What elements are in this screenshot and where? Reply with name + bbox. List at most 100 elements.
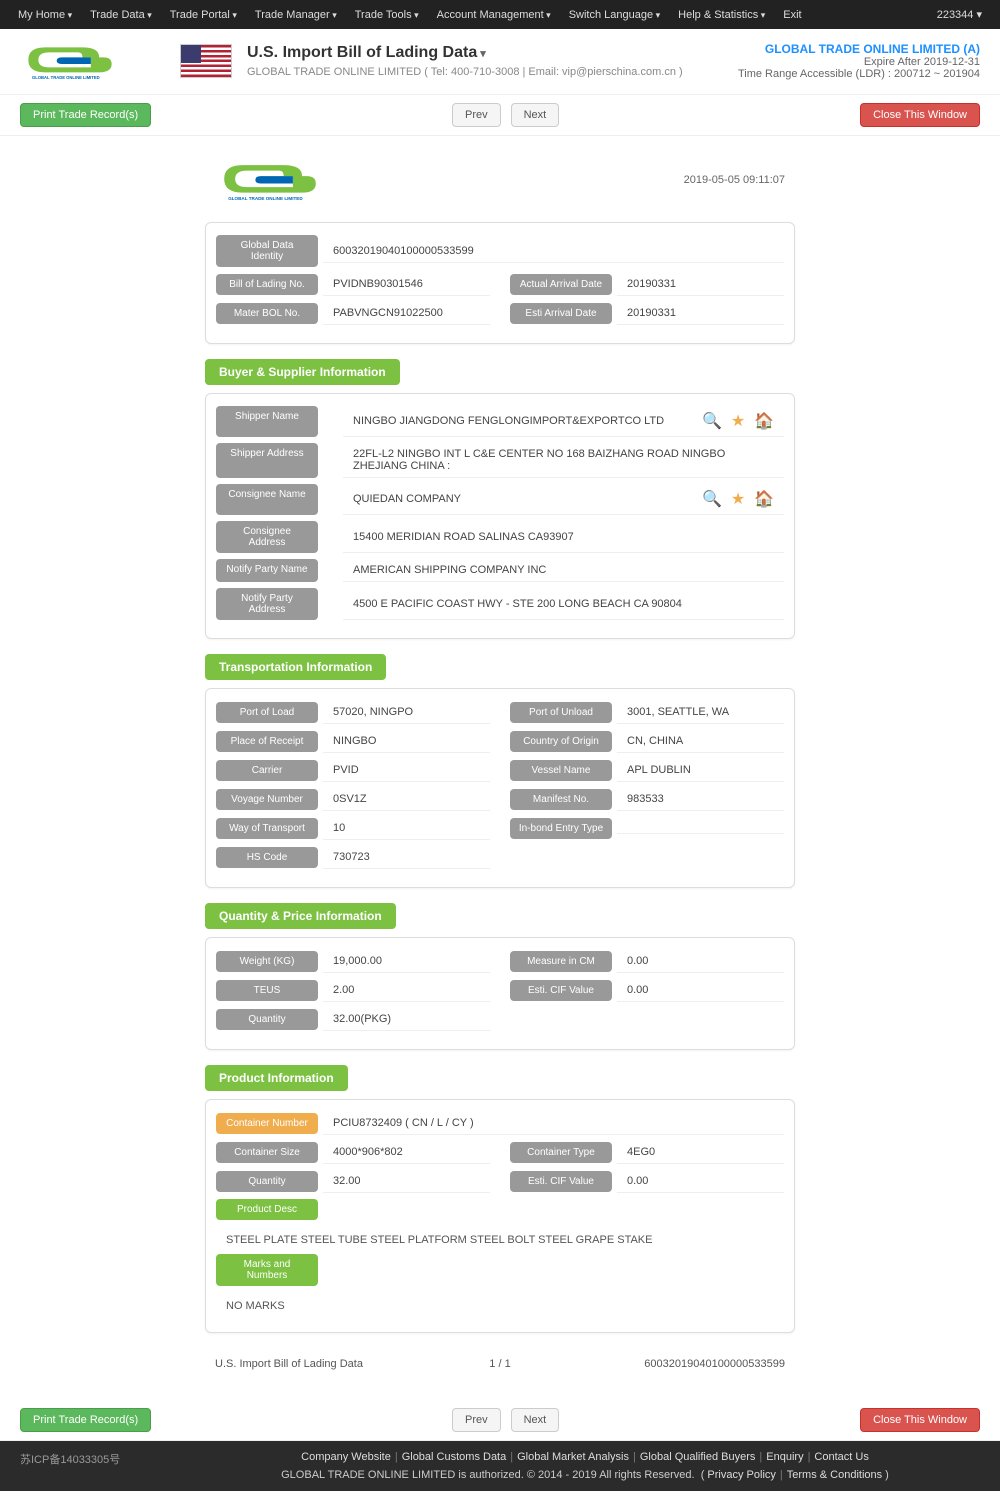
topnav-item-switch-language[interactable]: Switch Language [561, 5, 668, 25]
measure-label: Measure in CM [510, 951, 612, 972]
consignee-addr-value: 15400 MERIDIAN ROAD SALINAS CA93907 [343, 521, 784, 553]
hs-value: 730723 [323, 846, 490, 869]
product-section-title: Product Information [205, 1065, 348, 1091]
carrier-value: PVID [323, 759, 490, 782]
product-cif-value: 0.00 [617, 1170, 784, 1193]
identity-panel: Global Data Identity60032019040100000533… [205, 222, 795, 344]
aad-label: Actual Arrival Date [510, 274, 612, 295]
svg-text:GLOBAL TRADE ONLINE LIMITED: GLOBAL TRADE ONLINE LIMITED [32, 75, 100, 80]
topnav-item-my-home[interactable]: My Home [10, 5, 80, 25]
container-size-value: 4000*906*802 [323, 1141, 490, 1164]
shipper-addr-value: 22FL-L2 NINGBO INT L C&E CENTER NO 168 B… [343, 443, 784, 478]
shipper-name-value: NINGBO JIANGDONG FENGLONGIMPORT&EXPORTCO… [353, 415, 702, 427]
coo-value: CN, CHINA [617, 730, 784, 753]
notify-addr-label: Notify Party Address [216, 588, 318, 620]
search-icon[interactable]: 🔍 [702, 411, 722, 431]
record-logo: GLOBAL TRADE ONLINE LIMITED [215, 156, 325, 205]
consignee-name-label: Consignee Name [216, 484, 318, 515]
footer-link[interactable]: Company Website [301, 1451, 391, 1463]
product-qty-label: Quantity [216, 1171, 318, 1192]
qty-label: Quantity [216, 1009, 318, 1030]
vessel-value: APL DUBLIN [617, 759, 784, 782]
prev-button-bottom[interactable]: Prev [452, 1408, 501, 1432]
prev-button[interactable]: Prev [452, 103, 501, 127]
container-type-label: Container Type [510, 1142, 612, 1163]
por-value: NINGBO [323, 730, 490, 753]
gdi-value: 60032019040100000533599 [323, 240, 784, 263]
page-header: GLOBAL TRADE ONLINE LIMITED U.S. Import … [0, 29, 1000, 95]
next-button-bottom[interactable]: Next [511, 1408, 560, 1432]
account-info: GLOBAL TRADE ONLINE LIMITED (A) Expire A… [738, 42, 980, 80]
home-icon[interactable]: 🏠 [754, 411, 774, 431]
manifest-value: 983533 [617, 788, 784, 811]
privacy-link[interactable]: Privacy Policy [707, 1469, 775, 1481]
top-nav: My HomeTrade DataTrade PortalTrade Manag… [0, 0, 1000, 29]
marks-value: NO MARKS [216, 1292, 784, 1320]
container-type-value: 4EG0 [617, 1141, 784, 1164]
product-cif-label: Esti. CIF Value [510, 1171, 612, 1192]
manifest-label: Manifest No. [510, 789, 612, 810]
record-content: GLOBAL TRADE ONLINE LIMITED 2019-05-05 0… [200, 136, 800, 1401]
container-number-value: PCIU8732409 ( CN / L / CY ) [323, 1112, 784, 1135]
footer-link[interactable]: Global Customs Data [402, 1451, 507, 1463]
topnav-item-trade-manager[interactable]: Trade Manager [247, 5, 345, 25]
container-number-label: Container Number [216, 1113, 318, 1134]
ead-value: 20190331 [617, 302, 784, 325]
teus-value: 2.00 [323, 979, 490, 1002]
wot-label: Way of Transport [216, 818, 318, 839]
topnav-item-trade-data[interactable]: Trade Data [82, 5, 160, 25]
transport-panel: Port of Load57020, NINGPOPort of Unload3… [205, 688, 795, 888]
buyer-panel: Shipper Name NINGBO JIANGDONG FENGLONGIM… [205, 393, 795, 639]
footer-link[interactable]: Global Qualified Buyers [640, 1451, 756, 1463]
footer-link[interactable]: Global Market Analysis [517, 1451, 629, 1463]
topnav-userid[interactable]: 223344 ▾ [929, 4, 990, 25]
toolbar-top: Print Trade Record(s) Prev Next Close Th… [0, 95, 1000, 136]
pou-label: Port of Unload [510, 702, 612, 723]
close-button-bottom[interactable]: Close This Window [860, 1408, 980, 1432]
pou-value: 3001, SEATTLE, WA [617, 701, 784, 724]
footer-link[interactable]: Contact Us [814, 1451, 868, 1463]
carrier-label: Carrier [216, 760, 318, 781]
container-size-label: Container Size [216, 1142, 318, 1163]
svg-text:GLOBAL TRADE ONLINE LIMITED: GLOBAL TRADE ONLINE LIMITED [228, 196, 303, 201]
search-icon[interactable]: 🔍 [702, 489, 722, 509]
footer-links: Company Website|Global Customs Data|Glob… [190, 1451, 980, 1463]
topnav-item-exit[interactable]: Exit [775, 5, 809, 25]
close-button[interactable]: Close This Window [860, 103, 980, 127]
print-button-bottom[interactable]: Print Trade Record(s) [20, 1408, 151, 1432]
expire-date: Expire After 2019-12-31 [738, 56, 980, 68]
star-icon[interactable]: ★ [728, 489, 748, 509]
voyage-value: 0SV1Z [323, 788, 490, 811]
cif-value: 0.00 [617, 979, 784, 1002]
timestamp: 2019-05-05 09:11:07 [684, 174, 785, 186]
topnav-item-help-statistics[interactable]: Help & Statistics [670, 5, 773, 25]
teus-label: TEUS [216, 980, 318, 1001]
shipper-addr-label: Shipper Address [216, 443, 318, 478]
flag-icon [180, 44, 232, 78]
topnav-item-account-management[interactable]: Account Management [429, 5, 559, 25]
company-name: GLOBAL TRADE ONLINE LIMITED (A) [738, 42, 980, 56]
topnav-item-trade-tools[interactable]: Trade Tools [347, 5, 427, 25]
record-footer-page: 1 / 1 [405, 1358, 595, 1370]
cif-label: Esti. CIF Value [510, 980, 612, 1001]
next-button[interactable]: Next [511, 103, 560, 127]
topnav-menu: My HomeTrade DataTrade PortalTrade Manag… [10, 5, 929, 25]
por-label: Place of Receipt [216, 731, 318, 752]
star-icon[interactable]: ★ [728, 411, 748, 431]
coo-label: Country of Origin [510, 731, 612, 752]
quantity-section-title: Quantity & Price Information [205, 903, 396, 929]
product-panel: Container NumberPCIU8732409 ( CN / L / C… [205, 1099, 795, 1333]
print-button[interactable]: Print Trade Record(s) [20, 103, 151, 127]
topnav-item-trade-portal[interactable]: Trade Portal [162, 5, 245, 25]
terms-link[interactable]: Terms & Conditions [787, 1469, 882, 1481]
measure-value: 0.00 [617, 950, 784, 973]
ead-label: Esti Arrival Date [510, 303, 612, 324]
transport-section-title: Transportation Information [205, 654, 386, 680]
product-desc-value: STEEL PLATE STEEL TUBE STEEL PLATFORM ST… [216, 1226, 784, 1254]
consignee-name-value: QUIEDAN COMPANY [353, 493, 702, 505]
footer-link[interactable]: Enquiry [766, 1451, 803, 1463]
pol-value: 57020, NINGPO [323, 701, 490, 724]
page-title[interactable]: U.S. Import Bill of Lading Data [247, 44, 683, 62]
home-icon[interactable]: 🏠 [754, 489, 774, 509]
quantity-panel: Weight (KG)19,000.00Measure in CM0.00 TE… [205, 937, 795, 1050]
